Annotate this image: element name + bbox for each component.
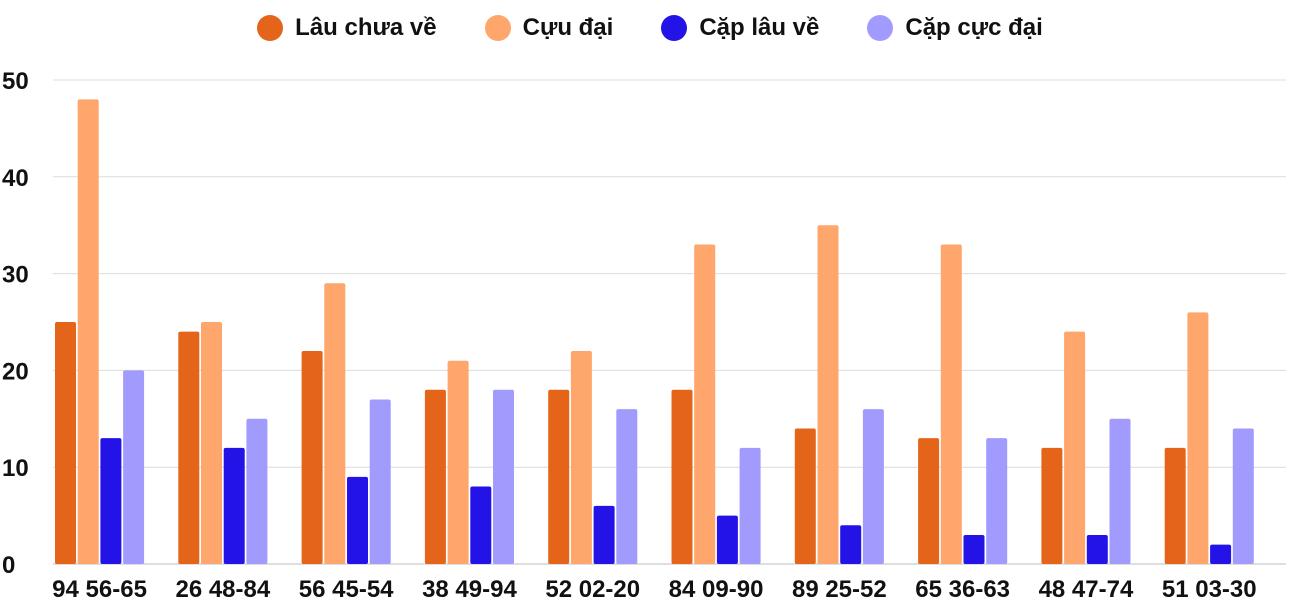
bar xyxy=(324,283,346,564)
bar xyxy=(570,351,592,564)
bar xyxy=(840,525,862,564)
x-axis: 94 56-65 26 48-84 56 45-54 38 49-94 52 02-20… xyxy=(52,576,1256,600)
y-tick-label: 40 xyxy=(2,165,29,192)
legend-item-cap-lau-ve: Cặp lâu về xyxy=(661,14,819,42)
y-axis: 0 10 20 30 40 50 xyxy=(2,68,29,579)
x-tick-label: 94 56-65 xyxy=(52,576,147,600)
legend: Lâu chưa về Cựu đại Cặp lâu về Cặp cực đ… xyxy=(0,14,1300,42)
bar xyxy=(862,409,884,564)
legend-label: Lâu chưa về xyxy=(295,14,437,41)
y-tick-label: 50 xyxy=(2,68,29,95)
bar xyxy=(1210,544,1232,564)
legend-label: Cặp cực đại xyxy=(905,14,1043,41)
legend-item-lau-chua-ve: Lâu chưa về xyxy=(257,14,437,42)
bar xyxy=(100,438,122,564)
bar xyxy=(616,409,638,564)
bar xyxy=(1064,331,1086,564)
bar xyxy=(1109,418,1131,564)
bar xyxy=(1232,428,1254,564)
bar xyxy=(178,331,200,564)
bar xyxy=(963,534,985,564)
bar xyxy=(246,418,268,564)
legend-swatch-cap-cuc-dai xyxy=(867,15,894,41)
y-tick-label: 10 xyxy=(2,455,29,482)
bar xyxy=(671,389,693,564)
bar xyxy=(794,428,816,564)
bar xyxy=(123,370,145,564)
legend-swatch-cuu-dai xyxy=(484,15,511,41)
legend-label: Cặp lâu về xyxy=(699,14,820,41)
bar xyxy=(493,389,514,564)
bar xyxy=(1164,447,1186,564)
x-tick-label: 38 49-94 xyxy=(422,576,517,600)
bar xyxy=(424,389,446,564)
bar xyxy=(369,399,391,564)
bar xyxy=(716,515,738,564)
bar xyxy=(201,322,222,564)
bar xyxy=(548,389,570,564)
bar xyxy=(986,438,1008,564)
x-tick-label: 56 45-54 xyxy=(299,576,394,600)
x-tick-label: 48 47-74 xyxy=(1039,576,1134,600)
legend-item-cap-cuc-dai: Cặp cực đại xyxy=(867,14,1043,42)
bar xyxy=(694,244,716,564)
bar xyxy=(470,486,492,564)
bar xyxy=(1041,447,1063,564)
legend-swatch-lau-chua-ve xyxy=(257,15,284,41)
y-tick-label: 20 xyxy=(2,358,29,385)
bar xyxy=(1086,534,1108,564)
legend-label: Cựu đại xyxy=(522,14,614,41)
bars xyxy=(55,99,1254,565)
bar xyxy=(1187,312,1209,564)
x-tick-label: 89 25-52 xyxy=(792,576,887,600)
x-tick-label: 52 02-20 xyxy=(545,576,640,600)
bar xyxy=(817,225,839,564)
bar xyxy=(301,351,323,564)
legend-item-cuu-dai: Cựu đại xyxy=(484,14,614,42)
x-tick-label: 84 09-90 xyxy=(669,576,764,600)
bar xyxy=(77,99,99,565)
bar xyxy=(55,322,76,564)
y-tick-label: 30 xyxy=(2,262,29,289)
bar xyxy=(347,476,368,564)
bar xyxy=(593,505,615,564)
x-tick-label: 65 36-63 xyxy=(915,576,1010,600)
bar xyxy=(940,244,962,564)
legend-swatch-cap-lau-ve xyxy=(661,15,688,41)
y-tick-label: 0 xyxy=(2,552,15,579)
x-tick-label: 51 03-30 xyxy=(1162,576,1257,600)
bar xyxy=(739,447,761,564)
bar xyxy=(447,360,469,564)
bar xyxy=(223,447,245,564)
bar xyxy=(918,438,940,564)
x-tick-label: 26 48-84 xyxy=(175,576,270,600)
